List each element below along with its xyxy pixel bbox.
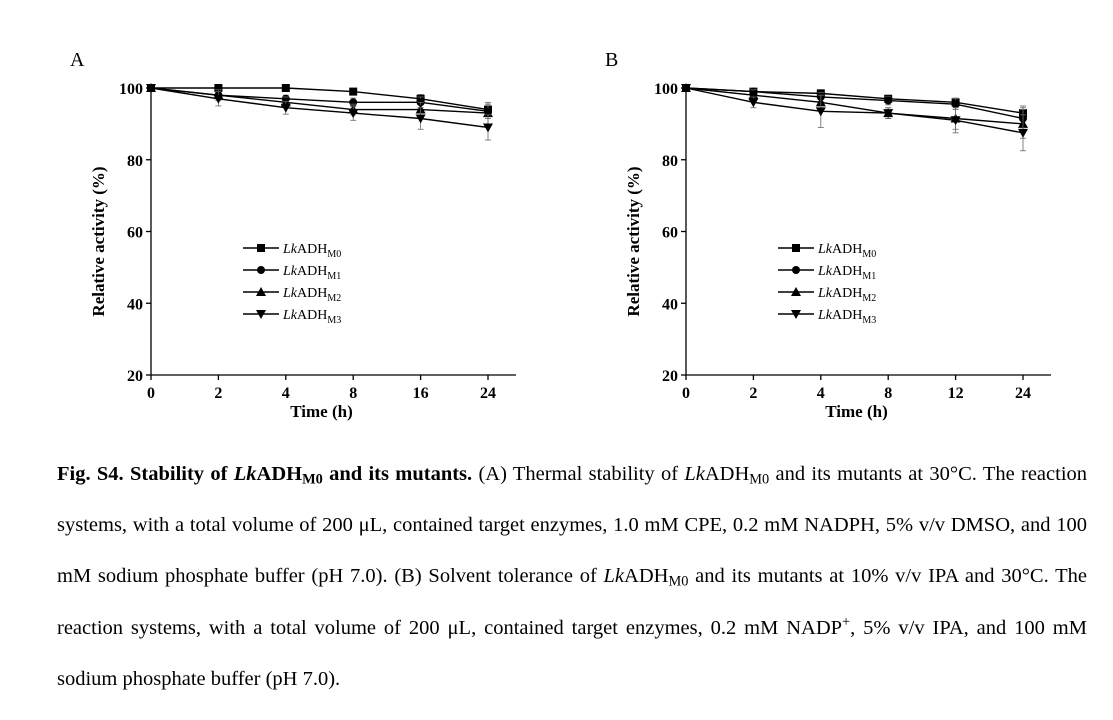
- caption-part2-sup: +: [842, 613, 851, 630]
- legend-entry: LkADHM1: [817, 264, 876, 282]
- data-point: [214, 84, 223, 92]
- data-point: [884, 96, 893, 105]
- chart-panel-a: A 20 40 60 80 100 0 2 4 8 16 24 Time (h) Relative act…: [58, 40, 538, 440]
- series-m1: [682, 84, 1027, 130]
- panel-label: A: [70, 49, 85, 71]
- y-tick-label: 20: [127, 368, 143, 385]
- data-point: [280, 103, 291, 113]
- x-tick-label: 2: [214, 385, 222, 402]
- data-point: [213, 94, 224, 104]
- caption-label: Fig. S4.: [57, 463, 124, 485]
- y-tick-label: 40: [662, 296, 678, 313]
- caption-title-pre: Stability of: [130, 463, 234, 485]
- caption-part2-italic: Lk: [603, 565, 625, 588]
- data-point: [281, 84, 290, 92]
- data-point: [483, 123, 493, 133]
- legend-marker: [256, 287, 266, 296]
- panel-label: B: [605, 49, 618, 71]
- data-point: [883, 109, 894, 119]
- y-tick-label: 80: [662, 153, 678, 170]
- series-line: [150, 87, 489, 129]
- series-line: [150, 87, 489, 113]
- legend-marker: [256, 310, 266, 319]
- data-point: [146, 84, 156, 93]
- caption-part1-italic: Lk: [684, 463, 705, 485]
- x-tick-label: 16: [413, 385, 429, 402]
- caption-title: Stability of LkADHM0 and its mutants.: [130, 463, 473, 488]
- caption-part1-b: and its mutants at 30°C. The reaction sy…: [57, 463, 1088, 588]
- y-tick-label: 80: [127, 153, 143, 170]
- caption-title-post: and its mutants.: [322, 463, 473, 485]
- y-tick-label: 40: [127, 296, 143, 313]
- x-tick-label: 4: [817, 385, 825, 402]
- legend-entry: LkADHM3: [817, 308, 876, 326]
- caption-title-italic: Lk: [233, 463, 257, 485]
- figure-caption: Fig. S4. Stability of LkADHM0 and its mu…: [57, 449, 1087, 705]
- legend: LkADHM0 LkADHM1 LkADHM2 LkADHM3: [243, 242, 341, 326]
- x-tick-label: 0: [682, 385, 690, 402]
- caption-part2-main: ADH: [624, 565, 669, 588]
- x-tick-label: 24: [480, 385, 496, 402]
- legend-marker: [791, 310, 801, 319]
- legend-marker: [792, 266, 800, 274]
- legend-entry: LkADHM0: [817, 242, 876, 260]
- series-line: [685, 87, 1024, 134]
- series-line: [150, 87, 489, 114]
- data-point: [815, 107, 826, 117]
- series-line: [151, 87, 489, 111]
- series-m3: [681, 84, 1028, 152]
- series-line: [685, 87, 1024, 120]
- y-tick-label: 60: [127, 225, 143, 242]
- caption-part2-c: , 5% v/v IPA, and 100 mM sodium phosphat…: [57, 616, 1087, 690]
- y-axis-label: Relative activity (%): [624, 166, 643, 316]
- legend-marker: [791, 287, 801, 296]
- caption-part1-main: ADH: [704, 463, 750, 485]
- series-line: [685, 87, 1024, 125]
- data-point: [681, 84, 691, 93]
- data-point: [748, 98, 759, 108]
- legend-entry: LkADHM1: [282, 264, 341, 282]
- legend-marker: [792, 244, 800, 252]
- x-tick-label: 8: [884, 385, 892, 402]
- caption-part1-sub: M0: [749, 471, 770, 488]
- legend-marker: [257, 266, 265, 274]
- x-tick-label: 12: [948, 385, 964, 402]
- data-point: [950, 116, 961, 126]
- legend: LkADHM0 LkADHM1 LkADHM2 LkADHM3: [778, 242, 876, 326]
- y-axis-label: Relative activity (%): [89, 166, 108, 316]
- x-axis-label: Time (h): [290, 402, 353, 421]
- series-m3: [146, 84, 493, 141]
- y-tick-label: 100: [654, 81, 678, 98]
- series-m0: [682, 84, 1027, 121]
- caption-title-main: ADH: [256, 463, 303, 485]
- legend-entry: LkADHM0: [282, 242, 341, 260]
- y-tick-label: 20: [662, 368, 678, 385]
- series-m2: [681, 83, 1028, 139]
- x-tick-label: 4: [282, 385, 290, 402]
- data-point: [349, 87, 358, 96]
- y-tick-label: 60: [662, 225, 678, 242]
- x-tick-label: 0: [147, 385, 155, 402]
- legend-entry: LkADHM2: [817, 286, 876, 304]
- data-point: [415, 114, 426, 124]
- y-tick-label: 100: [119, 81, 143, 98]
- x-tick-label: 8: [349, 385, 357, 402]
- caption-part2-sub: M0: [668, 573, 689, 590]
- legend-entry: LkADHM3: [282, 308, 341, 326]
- data-point: [1018, 128, 1028, 138]
- caption-part1-a: (A) Thermal stability of: [472, 463, 685, 485]
- series-line: [685, 87, 1024, 114]
- x-tick-label: 24: [1015, 385, 1031, 402]
- chart-panel-b: B 20 40 60 80 100 0 2 4 8 12 24 Time (h) Relative act…: [593, 40, 1073, 440]
- x-tick-label: 2: [749, 385, 757, 402]
- data-point: [951, 100, 960, 109]
- legend-entry: LkADHM2: [282, 286, 341, 304]
- x-axis-label: Time (h): [825, 402, 888, 421]
- data-point: [348, 109, 359, 119]
- legend-marker: [257, 244, 265, 252]
- caption-title-sub: M0: [302, 471, 323, 488]
- caption-part2-b: and its mutants at 10% v/v IPA and 30°C.…: [57, 565, 1087, 639]
